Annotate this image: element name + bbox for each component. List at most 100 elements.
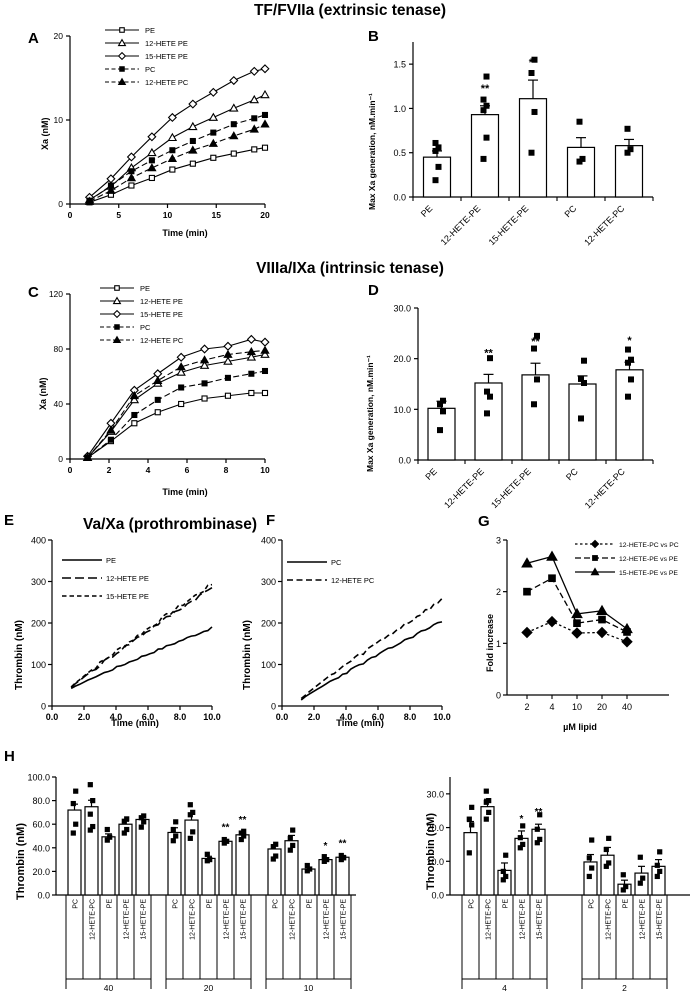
- data-point-marker: [596, 626, 608, 639]
- y-tick-label: 200: [261, 619, 276, 629]
- panel-e-xlabel: Time (min): [111, 718, 159, 729]
- y-tick-label: 60.0: [32, 820, 50, 830]
- scatter-point: [121, 830, 127, 836]
- y-tick-label: 0.0: [37, 891, 50, 901]
- x-tick-label: 2.0: [308, 712, 321, 722]
- data-point-marker: [199, 355, 210, 364]
- scatter-point: [432, 177, 439, 184]
- bar-15-HETE-PE: [521, 374, 550, 461]
- scatter-point: [187, 802, 193, 808]
- data-point-marker: [224, 374, 231, 381]
- scatter-point: [304, 862, 310, 869]
- y-tick-label: 1: [496, 639, 501, 649]
- scatter-point: [487, 355, 493, 362]
- y-tick-label: 20.0: [426, 823, 444, 833]
- y-tick-label: 0.0: [398, 456, 411, 466]
- y-tick-label: 300: [261, 577, 276, 587]
- data-point-marker: [126, 152, 137, 162]
- data-point-marker: [201, 395, 208, 402]
- scatter-point: [87, 827, 93, 833]
- data-point-marker: [169, 166, 176, 173]
- legend-label: 12-HETE PC: [140, 336, 184, 345]
- category-label: 12-HETE-PC: [190, 899, 197, 940]
- data-point-marker: [189, 160, 196, 167]
- y-tick-label: 80.0: [32, 796, 50, 806]
- scatter-point: [90, 798, 96, 804]
- data-point-marker: [147, 163, 157, 172]
- panel-h-right-ylabel: Thrombin (nM): [425, 813, 437, 890]
- category-label: 15-HETE-PE: [487, 203, 531, 247]
- significance-marker: *: [520, 814, 524, 825]
- data-point-marker: [107, 436, 114, 443]
- scatter-point: [483, 134, 490, 141]
- data-point-marker: [521, 626, 533, 639]
- scatter-point: [221, 836, 227, 843]
- category-label: PC: [273, 899, 280, 909]
- scatter-point: [606, 835, 612, 841]
- x-tick-label: 10: [163, 210, 173, 220]
- scatter-point: [628, 356, 634, 363]
- x-tick-label: 2: [524, 702, 529, 712]
- panel-label-b: B: [368, 28, 379, 45]
- panel-e-svg: 0 100 200 300 400 0.0 2.0 4.0 6.0 8.0 10.0 PE 12-HET…: [31, 536, 221, 723]
- significance-marker: *: [324, 841, 328, 852]
- y-tick-label: 1.0: [393, 104, 406, 114]
- y-tick-label: 3: [496, 536, 501, 546]
- data-point-marker: [114, 285, 120, 291]
- y-tick-label: 30.0: [426, 789, 444, 799]
- x-tick-label: 20: [260, 210, 270, 220]
- title-va-xa: Va/Xa (prothrombinase): [83, 516, 257, 533]
- scatter-point: [517, 835, 523, 841]
- category-label: 15-HETE-PE: [241, 899, 248, 940]
- significance-marker: *: [627, 335, 632, 347]
- data-point-marker: [248, 370, 255, 377]
- scatter-point: [73, 821, 79, 827]
- y-tick-label: 120: [49, 289, 63, 299]
- category-label: 12-HETE-PE: [520, 899, 527, 940]
- group-label: 20: [204, 983, 214, 993]
- significance-marker: **: [484, 347, 493, 359]
- x-tick-label: 0.0: [276, 712, 289, 722]
- series-line-12-HETE PE: [89, 94, 266, 201]
- legend-label: 12-HETE PE: [145, 39, 188, 48]
- data-point-marker: [147, 132, 157, 142]
- data-point-marker: [230, 121, 237, 128]
- scatter-point: [273, 853, 279, 859]
- scatter-point: [486, 798, 492, 804]
- scatter-point: [657, 868, 663, 874]
- legend-label: 15-HETE PE: [145, 52, 188, 61]
- y-tick-label: 20.0: [393, 354, 411, 364]
- data-point-marker: [546, 550, 558, 561]
- data-point-marker: [223, 349, 233, 358]
- data-point-marker: [573, 619, 581, 627]
- data-point-marker: [153, 375, 163, 384]
- category-label: PE: [307, 899, 314, 909]
- data-point-marker: [621, 636, 633, 648]
- panel-g-svg: 0 1 2 3 2 4 10 20 40 12-HETE-PC vs PC 12-HETE-PE v…: [496, 536, 679, 713]
- series-line-12-HETE PC: [89, 123, 266, 202]
- scatter-point: [307, 866, 313, 872]
- title-tf-fviia: TF/FVIIa (extrinsic tenase): [253, 2, 447, 19]
- x-tick-label: 4: [146, 465, 151, 475]
- x-tick-label: 5: [116, 210, 121, 220]
- title-viiia-ixa: VIIIa/IXa (intrinsic tenase): [256, 260, 444, 277]
- category-label: PC: [564, 466, 580, 482]
- data-point-marker: [229, 75, 239, 86]
- data-point-marker: [117, 51, 127, 61]
- y-tick-label: 0.0: [393, 193, 406, 203]
- data-point-marker: [106, 185, 116, 194]
- scatter-point: [603, 863, 609, 869]
- data-point-marker: [224, 392, 232, 399]
- category-label: PE: [207, 899, 214, 909]
- panel-h-right-svg: 0.0 10.0 20.0 30.0 PC 12-HETE-PC PE * 12-HETE-PE…: [426, 777, 690, 993]
- series-line-PE: [89, 147, 266, 203]
- y-tick-label: 1.5: [393, 60, 406, 70]
- scatter-point: [173, 833, 179, 839]
- scatter-point: [483, 73, 490, 80]
- data-point-marker: [621, 622, 633, 634]
- scatter-point: [484, 388, 490, 395]
- scatter-point: [637, 854, 643, 860]
- y-tick-label: 100: [261, 660, 276, 670]
- data-point-marker: [117, 38, 127, 47]
- panel-label-f: F: [266, 512, 276, 529]
